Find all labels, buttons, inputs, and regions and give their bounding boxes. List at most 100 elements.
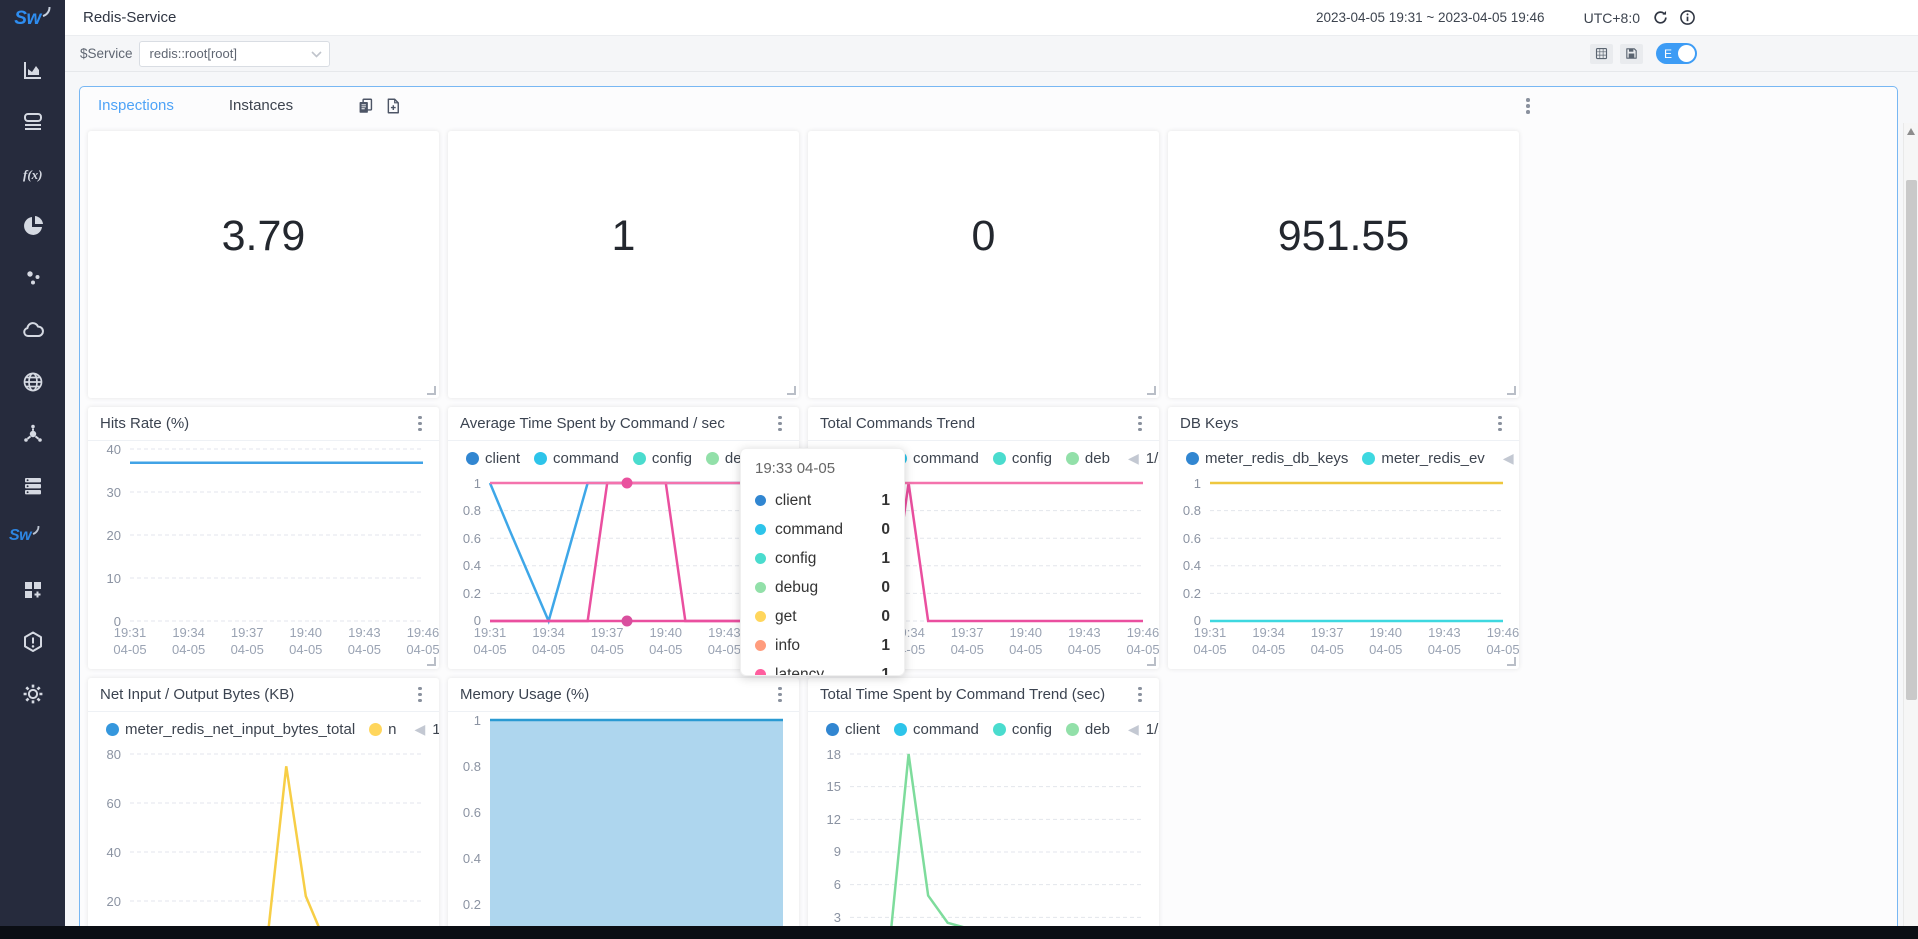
widget-menu-icon[interactable] (1133, 686, 1147, 704)
gear-icon (23, 684, 42, 704)
logo-text: Sw (14, 8, 41, 29)
legend-prev-icon[interactable]: ◀ (1502, 449, 1514, 466)
sidebar-item-alarm[interactable] (18, 628, 48, 656)
widget-menu-icon[interactable] (773, 686, 787, 704)
resize-handle[interactable] (427, 657, 436, 666)
empty-grid-cell (1168, 678, 1519, 939)
scrollbar-thumb[interactable] (1906, 180, 1917, 700)
copy-icon[interactable] (356, 96, 375, 116)
legend-item[interactable]: config (992, 450, 1052, 467)
info-icon[interactable] (1678, 9, 1696, 27)
widget-menu-icon[interactable] (413, 686, 427, 704)
legend-pager: ◀1/2▶ (410, 720, 439, 738)
legend-item[interactable]: config (632, 450, 692, 467)
pie-chart-icon (23, 216, 43, 235)
legend-item[interactable]: meter_redis_ev (1362, 450, 1485, 467)
widget-menu-icon[interactable] (773, 415, 787, 433)
functions-icon: f(x) (23, 167, 43, 182)
sidebar-item-virtual-machine[interactable] (18, 472, 48, 500)
widget-total-time-by-command: Total Time Spent by Command Trend (sec) … (808, 678, 1159, 939)
scroll-up-icon[interactable] (1907, 128, 1915, 135)
service-label: $Service (80, 46, 133, 61)
widget-title: Memory Usage (%) (460, 686, 590, 703)
legend-item[interactable]: config (992, 721, 1052, 738)
widget-menu-icon[interactable] (413, 415, 427, 433)
sidebar-item-skywalking[interactable]: Sw (9, 524, 48, 552)
x-tick: 19:34 04-05 (1251, 625, 1286, 657)
timezone[interactable]: UTC+8:0 (1583, 9, 1640, 26)
db-keys-chart: meter_redis_db_keys meter_redis_ev ◀1/3▶ 1… (1168, 441, 1519, 669)
legend-item[interactable]: command (534, 450, 619, 467)
widget-menu-icon[interactable] (1493, 415, 1507, 433)
legend-item[interactable]: deb (1065, 721, 1110, 738)
scatter-icon (26, 271, 39, 285)
legend-item[interactable]: n (369, 721, 397, 738)
sidebar-item-widgets[interactable] (18, 576, 48, 604)
sidebar-item-trace[interactable] (18, 264, 48, 292)
legend-item[interactable]: meter_redis_net_input_bytes_total (106, 721, 355, 738)
resize-handle[interactable] (427, 386, 436, 395)
resize-handle[interactable] (1147, 386, 1156, 395)
service-select-value: redis::root[root] (149, 46, 237, 61)
widget-title: Average Time Spent by Command / sec (460, 415, 725, 432)
tooltip-time: 19:33 04-05 (755, 460, 836, 477)
server-list-icon (24, 478, 41, 495)
legend-item[interactable]: command (894, 450, 979, 467)
stat-value: 951.55 (1277, 212, 1410, 260)
svg-text:f(x): f(x) (23, 167, 43, 182)
resize-handle[interactable] (1507, 657, 1516, 666)
board-menu-icon[interactable] (1521, 97, 1535, 115)
file-add-icon[interactable] (384, 96, 403, 116)
resize-handle[interactable] (787, 386, 796, 395)
sidebar-item-profile[interactable] (18, 212, 48, 240)
hover-marker (621, 615, 633, 627)
service-select[interactable]: redis::root[root] (138, 40, 330, 67)
x-tick: 19:34 04-05 (531, 625, 566, 657)
sidebar-item-dashboards[interactable] (18, 56, 48, 84)
sidebar-menu: f(x) Sw (9, 56, 48, 708)
page-title: Redis-Service (83, 9, 177, 26)
widget-net-input-output: Net Input / Output Bytes (KB) meter_redi… (88, 678, 439, 939)
resize-handle[interactable] (1507, 386, 1516, 395)
sidebar-item-browser[interactable] (18, 368, 48, 396)
legend-item[interactable]: client (466, 450, 520, 467)
sidebar-item-topology[interactable] (18, 420, 48, 448)
tab-instances[interactable]: Instances (228, 97, 294, 114)
widget-menu-icon[interactable] (1133, 415, 1147, 433)
legend-item[interactable]: command (894, 721, 979, 738)
time-range[interactable]: 2023-04-05 19:31 ~ 2023-04-05 19:46 (1316, 10, 1545, 25)
edit-toggle[interactable]: E (1656, 43, 1697, 64)
legend-item[interactable]: client (826, 721, 880, 738)
legend-prev-icon[interactable]: ◀ (414, 720, 426, 737)
skywalking-text-icon: Sw (9, 525, 56, 549)
legend-page-label: 1/3 (1145, 720, 1159, 738)
widget-title: Total Commands Trend (820, 415, 976, 432)
bar-chart-icon (23, 62, 41, 79)
save-button[interactable] (1620, 43, 1643, 64)
resize-handle[interactable] (1147, 657, 1156, 666)
skywalking-logo[interactable]: Sw (14, 6, 51, 34)
legend-prev-icon[interactable]: ◀ (1127, 449, 1139, 466)
chart-legend: meter_redis_db_keys meter_redis_ev ◀1/3▶ (1168, 441, 1519, 475)
legend-item[interactable]: deb (1065, 450, 1110, 467)
sidebar-item-cloud[interactable] (18, 316, 48, 344)
table-view-button[interactable] (1590, 43, 1613, 64)
tab-inspections[interactable]: Inspections (98, 97, 174, 114)
x-tick: 19:43 04-05 (1067, 625, 1101, 657)
stat-value: 1 (611, 212, 636, 260)
legend-prev-icon[interactable]: ◀ (1127, 720, 1139, 737)
sidebar-item-settings[interactable] (18, 680, 48, 708)
memory-usage-chart: 10.80.60.40.20 19:3104-0519:3404-0519:37… (448, 712, 799, 939)
legend-pager: ◀1/3▶ (1123, 449, 1159, 467)
vertical-scrollbar[interactable] (1903, 123, 1918, 926)
legend-item[interactable]: meter_redis_db_keys (1186, 450, 1348, 467)
sidebar-item-functions[interactable]: f(x) (18, 160, 48, 188)
sidebar-item-database[interactable] (18, 108, 48, 136)
refresh-icon[interactable] (1651, 9, 1669, 27)
